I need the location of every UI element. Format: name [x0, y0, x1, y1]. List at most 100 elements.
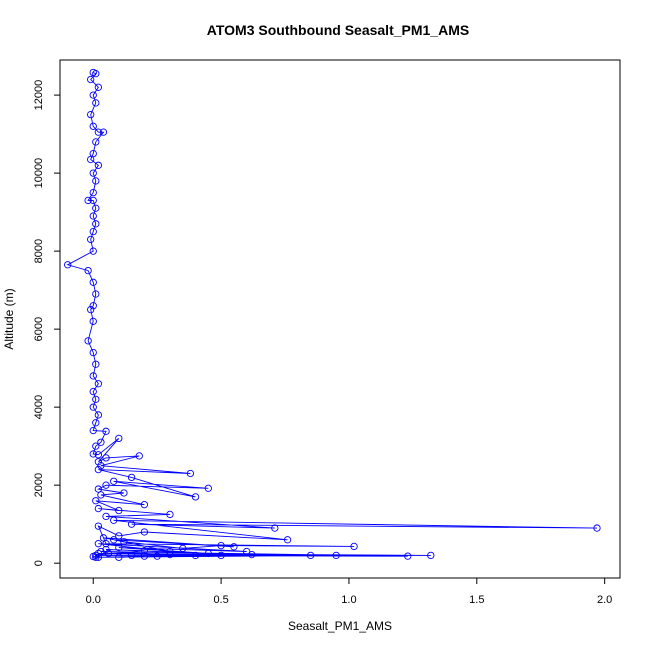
data-point: [92, 360, 100, 368]
data-point: [92, 204, 100, 212]
data-point: [94, 465, 103, 474]
data-point: [94, 411, 103, 419]
data-point: [89, 450, 97, 458]
data-point: [140, 552, 149, 560]
data-point: [89, 552, 97, 561]
data-point: [427, 551, 435, 560]
data-point: [89, 196, 97, 205]
data-point: [135, 452, 143, 460]
data-point: [283, 536, 292, 544]
data-point: [94, 553, 103, 561]
data-point: [94, 451, 103, 459]
data-point: [89, 403, 97, 411]
data-point: [94, 380, 103, 388]
data-point: [92, 497, 100, 505]
data-point: [92, 395, 100, 404]
data-point: [140, 501, 149, 509]
x-axis-label: Seasalt_PM1_AMS: [288, 619, 392, 633]
data-point: [94, 522, 103, 530]
data-point: [89, 91, 97, 99]
data-point: [217, 541, 225, 550]
data-point: [89, 227, 97, 236]
data-point: [89, 302, 97, 310]
chart-title: ATOM3 Southbound Seasalt_PM1_AMS: [207, 22, 469, 38]
y-tick-label: 4000: [33, 395, 45, 419]
data-point: [104, 549, 113, 558]
data-point: [92, 442, 100, 450]
data-point: [94, 540, 103, 548]
data-point: [89, 387, 97, 396]
data-point: [153, 552, 161, 560]
data-point: [92, 138, 100, 146]
x-tick-label: 1.0: [341, 594, 356, 606]
data-point: [102, 454, 110, 462]
x-tick-label: 1.5: [469, 594, 484, 606]
data-point: [110, 477, 118, 485]
x-tick-label: 0.5: [213, 594, 228, 606]
data-point: [89, 247, 97, 255]
data-point: [97, 438, 105, 446]
data-point: [84, 266, 92, 275]
data-point: [140, 528, 149, 536]
data-point: [102, 512, 110, 521]
data-point: [110, 516, 118, 524]
data-point: [94, 485, 103, 493]
data-point: [102, 427, 110, 435]
x-axis: 0.0 0.5 1.0 1.5 2.0: [86, 577, 612, 606]
data-point: [204, 484, 212, 492]
data-point: [97, 491, 105, 499]
data-point: [217, 551, 225, 560]
x-tick-label: 2.0: [597, 594, 612, 606]
data-point: [87, 75, 95, 84]
data-point: [115, 553, 123, 561]
data-point: [87, 155, 95, 164]
data-point: [243, 547, 251, 556]
data-point: [94, 128, 103, 136]
series-points: [64, 68, 601, 561]
y-tick-label: 12000: [33, 80, 45, 111]
data-point: [84, 337, 92, 345]
data-point: [97, 462, 105, 470]
data-point: [166, 547, 174, 556]
data-point: [89, 169, 97, 177]
data-point: [204, 549, 212, 558]
data-point: [99, 128, 108, 136]
data-point: [89, 188, 97, 197]
data-point: [140, 547, 149, 555]
data-point: [92, 99, 100, 107]
data-point: [115, 543, 123, 552]
data-point: [102, 545, 110, 554]
data-point: [120, 538, 128, 546]
data-point: [89, 149, 97, 158]
data-point: [89, 348, 97, 357]
data-point: [102, 540, 110, 548]
data-point: [593, 524, 601, 532]
data-point: [87, 235, 95, 244]
y-tick-label: 2000: [33, 473, 45, 497]
data-point: [332, 551, 340, 560]
data-point: [94, 83, 103, 91]
y-tick-label: 6000: [33, 317, 45, 341]
data-point: [179, 544, 187, 553]
data-point: [92, 177, 100, 185]
y-axis: 0 2000 4000 6000 8000 10000 12000: [33, 80, 61, 566]
data-point: [404, 552, 412, 560]
data-point: [186, 469, 195, 478]
data-point: [191, 551, 200, 560]
data-point: [230, 543, 238, 551]
series-path: [66, 72, 598, 558]
data-point: [94, 458, 103, 466]
x-tick-label: 0.0: [86, 594, 101, 606]
data-point: [110, 536, 118, 544]
data-point: [89, 122, 97, 130]
data-point: [84, 196, 92, 205]
data-point: [350, 542, 358, 551]
data-point: [127, 473, 136, 482]
data-point: [127, 520, 136, 528]
y-tick-label: 8000: [33, 239, 45, 263]
y-tick-label: 0: [33, 560, 45, 566]
y-tick-label: 10000: [33, 158, 45, 189]
data-point: [92, 70, 100, 78]
data-point: [115, 434, 123, 443]
